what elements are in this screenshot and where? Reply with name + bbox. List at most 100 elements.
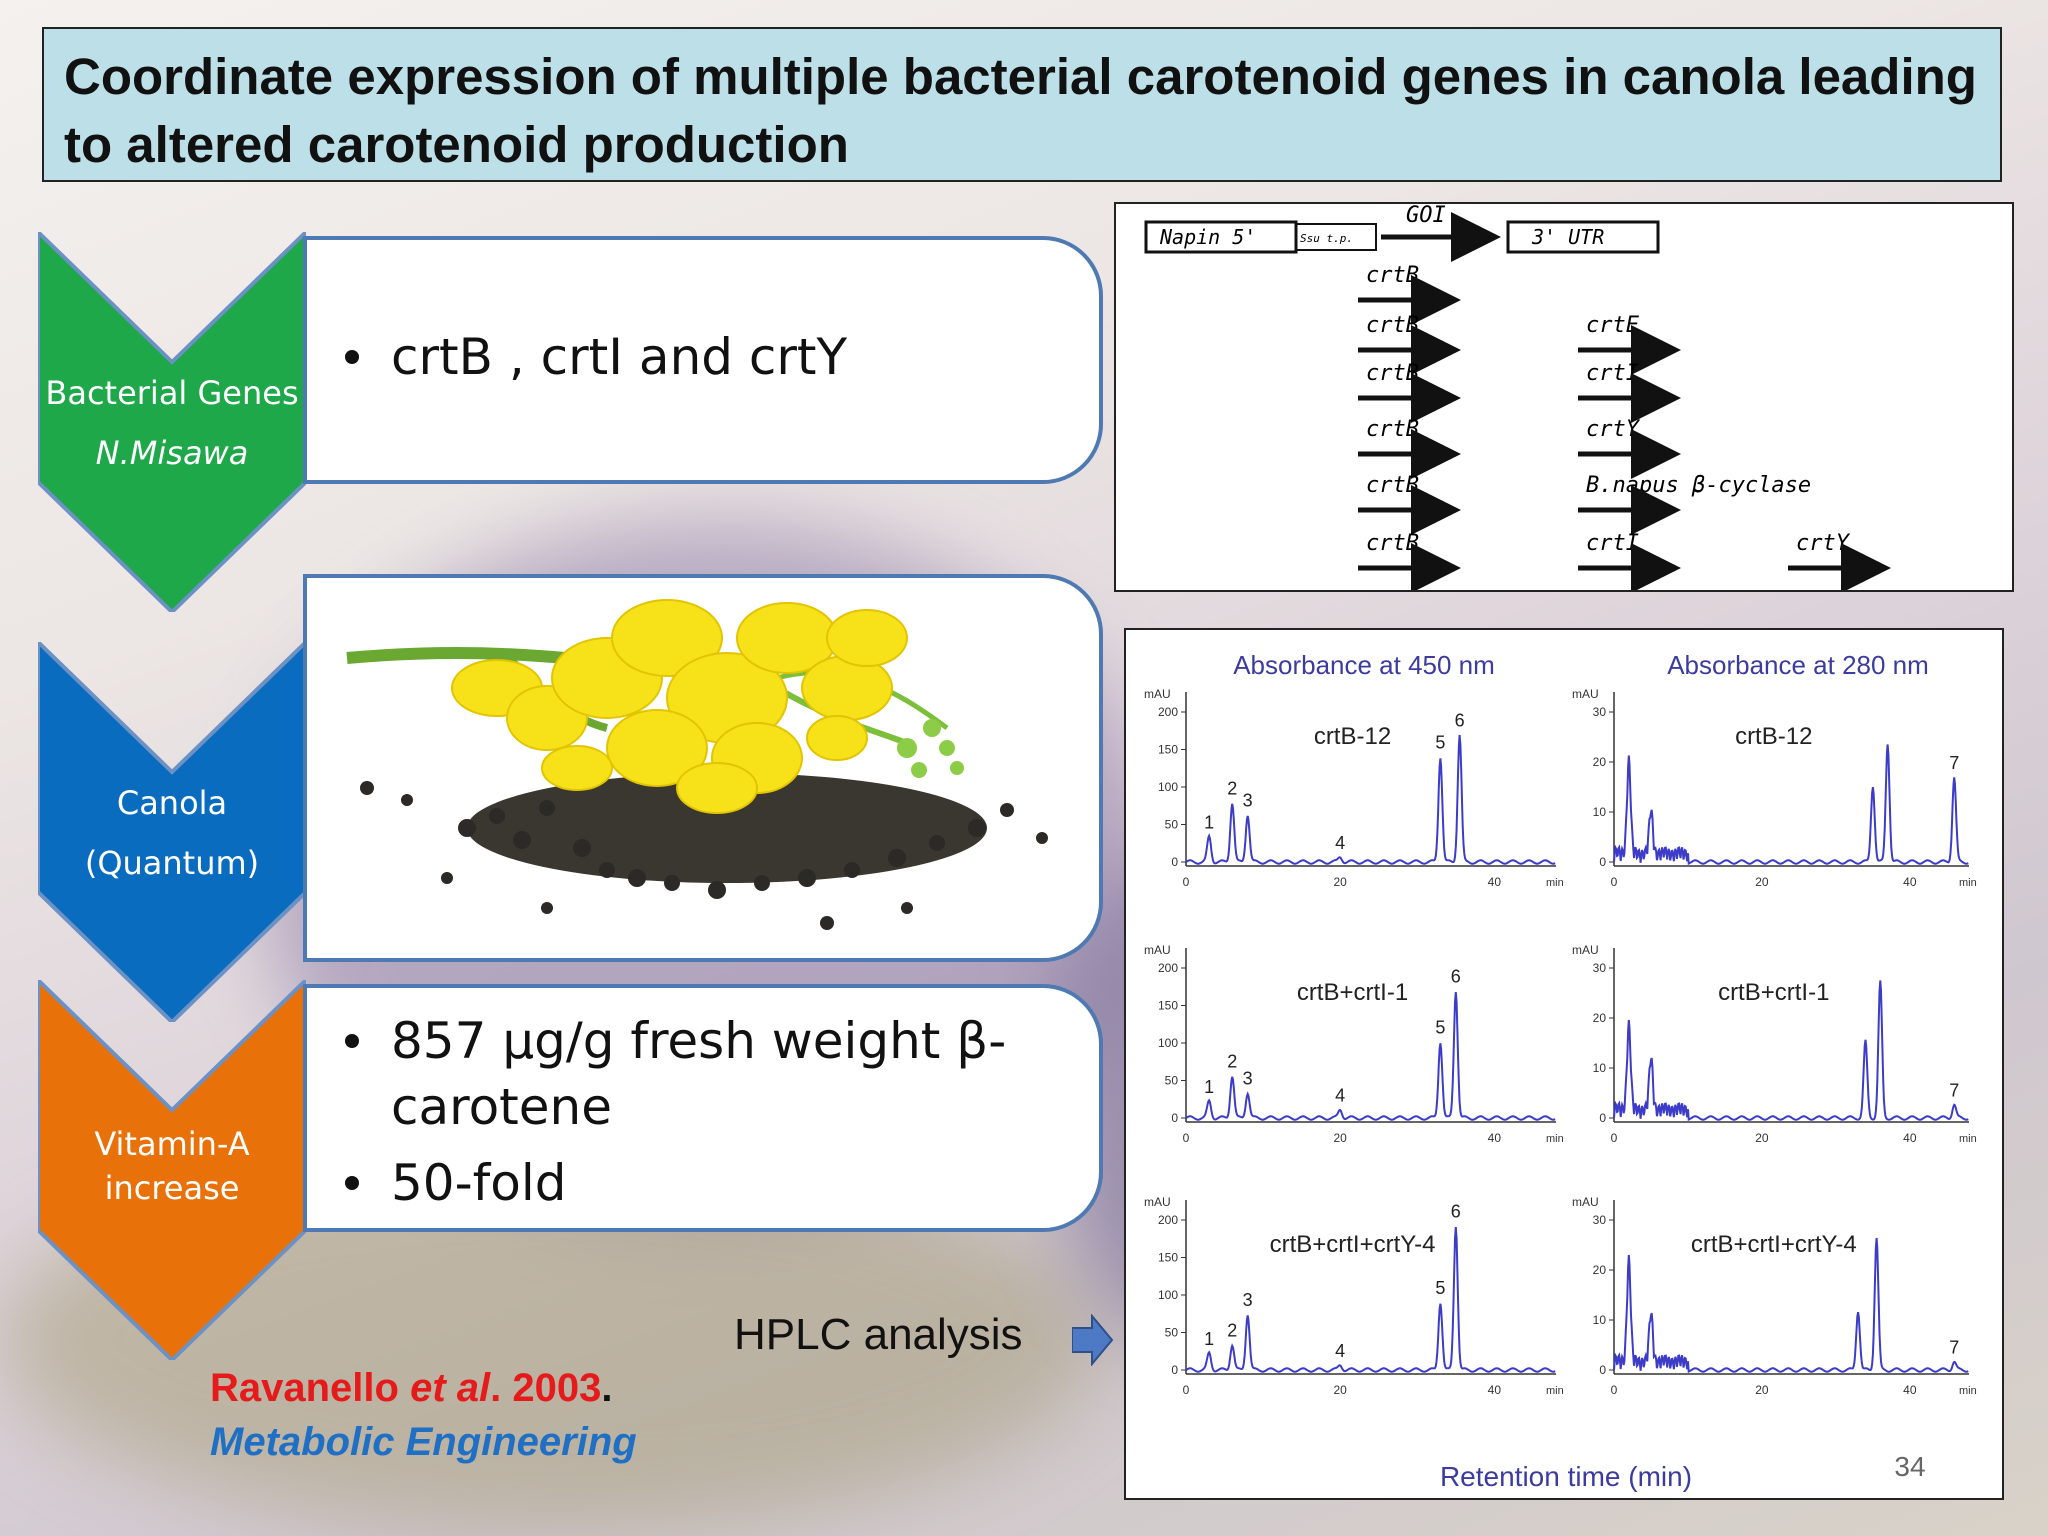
step-label-vitamin-a: Vitamin-A increase	[38, 1122, 306, 1210]
x-tick-label: 0	[1611, 1131, 1618, 1145]
bullet-genes: crtB , crtI and crtY	[307, 324, 1099, 390]
title-box: Coordinate expression of multiple bacter…	[42, 27, 2002, 182]
x-tick-label: 0	[1611, 1383, 1618, 1397]
y-tick-label: 0	[1171, 1363, 1178, 1377]
chromatogram-trace	[1613, 744, 1969, 865]
x-tick-label: 20	[1755, 875, 1769, 889]
step-label-bacterial-genes: Bacterial Genes N.Misawa	[38, 363, 306, 483]
construct-gene-label: crtY	[1796, 531, 1851, 556]
col2-title: Absorbance at 280 nm	[1667, 650, 1929, 680]
y-tick-label: 30	[1593, 705, 1607, 719]
arrow-right-icon	[1072, 1314, 1114, 1366]
unit-label: mAU	[1144, 687, 1171, 701]
y-tick-label: 0	[1171, 1111, 1178, 1125]
construct-gene-label: crtB	[1366, 473, 1419, 498]
citation-author: Ravanello	[210, 1366, 399, 1410]
hplc-caption: HPLC analysis	[734, 1310, 1023, 1359]
citation-line: Ravanello et al. 2003.	[210, 1360, 612, 1416]
step-label-canola: Canola (Quantum)	[38, 773, 306, 893]
step-label-line: increase	[104, 1169, 240, 1207]
y-tick-label: 200	[1158, 961, 1178, 975]
y-tick-label: 20	[1593, 1263, 1607, 1277]
x-tick-label: 40	[1903, 1131, 1917, 1145]
gene-construct-figure: Napin 5' Ssu t.p. GOI 3' UTR crtB crtB crt…	[1114, 202, 2014, 593]
peak-label: 2	[1227, 779, 1237, 799]
construct-gene-label: B.napus β-cyclase	[1586, 473, 1811, 498]
sample-label: crtB+crtI-1	[1297, 979, 1408, 1006]
x-tick-label: 20	[1333, 1383, 1347, 1397]
y-tick-label: 30	[1593, 1213, 1607, 1227]
y-tick-label: 200	[1158, 705, 1178, 719]
bullet-text: carotene	[391, 1078, 612, 1136]
y-tick-label: 10	[1593, 805, 1607, 819]
x-unit-label: min	[1546, 1385, 1564, 1397]
panel-bacterial-genes: crtB , crtI and crtY	[303, 236, 1103, 484]
x-tick-label: 20	[1755, 1131, 1769, 1145]
construct-gene-label: crtE	[1586, 313, 1640, 338]
peak-label: 1	[1204, 1329, 1214, 1349]
x-tick-label: 40	[1903, 1383, 1917, 1397]
citation-period: .	[601, 1366, 613, 1410]
step-label-line: Vitamin-A	[94, 1125, 250, 1163]
y-tick-label: 50	[1165, 1074, 1179, 1088]
bullet-text: 857 µg/g fresh weight β-	[391, 1012, 1007, 1070]
peak-label: 6	[1455, 711, 1465, 731]
construct-gene-label: crtB	[1366, 531, 1419, 556]
step-label-line: Canola	[116, 784, 228, 822]
construct-rows: crtB crtB crtE crtB crtI crtB crtY crtB B.napus …	[1358, 263, 1891, 593]
x-tick-label: 20	[1333, 1131, 1347, 1145]
construct-gene-label: crtI	[1586, 531, 1639, 556]
x-tick-label: 40	[1903, 875, 1917, 889]
peak-label: 3	[1243, 790, 1253, 810]
peak-label: 1	[1204, 813, 1214, 833]
construct-gene-label: crtI	[1586, 361, 1639, 386]
y-tick-label: 10	[1593, 1061, 1607, 1075]
chevron-bacterial-genes	[38, 232, 306, 612]
peak-label: 2	[1227, 1052, 1237, 1072]
unit-label: mAU	[1572, 1195, 1599, 1209]
page-number: 34	[1894, 1451, 1925, 1482]
peak-label: 7	[1949, 1080, 1959, 1100]
y-tick-label: 50	[1165, 818, 1179, 832]
y-tick-label: 100	[1158, 1036, 1178, 1050]
peak-label: 3	[1243, 1069, 1253, 1089]
citation-etal: et al	[410, 1366, 491, 1410]
hplc-chromatogram-figure: Absorbance at 450 nm Absorbance at 280 n…	[1124, 628, 2004, 1500]
sample-label: crtB-12	[1735, 723, 1812, 750]
chromatogram-trace	[1613, 1237, 1969, 1373]
construct-utr-label: 3' UTR	[1531, 225, 1604, 249]
x-tick-label: 40	[1488, 1131, 1502, 1145]
y-tick-label: 150	[1158, 743, 1178, 757]
peak-label: 3	[1243, 1290, 1253, 1310]
citation-journal: Metabolic Engineering	[210, 1420, 637, 1464]
col1-title: Absorbance at 450 nm	[1233, 650, 1495, 680]
chromatogram-trace	[1185, 734, 1556, 865]
y-tick-label: 20	[1593, 1011, 1607, 1025]
y-tick-label: 150	[1158, 999, 1178, 1013]
construct-napin-label: Napin 5'	[1159, 225, 1256, 249]
y-tick-label: 100	[1158, 1288, 1178, 1302]
y-tick-label: 0	[1599, 855, 1606, 869]
construct-ssu-label: Ssu t.p.	[1300, 232, 1353, 245]
x-tick-label: 40	[1488, 1383, 1502, 1397]
x-tick-label: 20	[1755, 1383, 1769, 1397]
unit-label: mAU	[1572, 687, 1599, 701]
citation-year: . 2003	[490, 1366, 602, 1410]
x-unit-label: min	[1959, 1133, 1977, 1145]
chromatogram-trace	[1185, 1227, 1556, 1373]
slide-title: Coordinate expression of multiple bacter…	[64, 48, 1977, 173]
peak-label: 5	[1435, 733, 1445, 753]
x-axis-title: Retention time (min)	[1440, 1461, 1692, 1492]
flower-buds	[897, 719, 964, 778]
step-label-italic: N.Misawa	[95, 434, 249, 472]
canola-flower-seed-illustration	[346, 599, 1048, 930]
y-tick-label: 0	[1171, 855, 1178, 869]
construct-gene-label: crtY	[1586, 417, 1641, 442]
x-tick-label: 0	[1183, 1383, 1190, 1397]
y-tick-label: 0	[1599, 1363, 1606, 1377]
seed-pile	[360, 773, 1048, 930]
peak-label: 6	[1451, 1202, 1461, 1222]
peak-label: 4	[1335, 1341, 1345, 1361]
